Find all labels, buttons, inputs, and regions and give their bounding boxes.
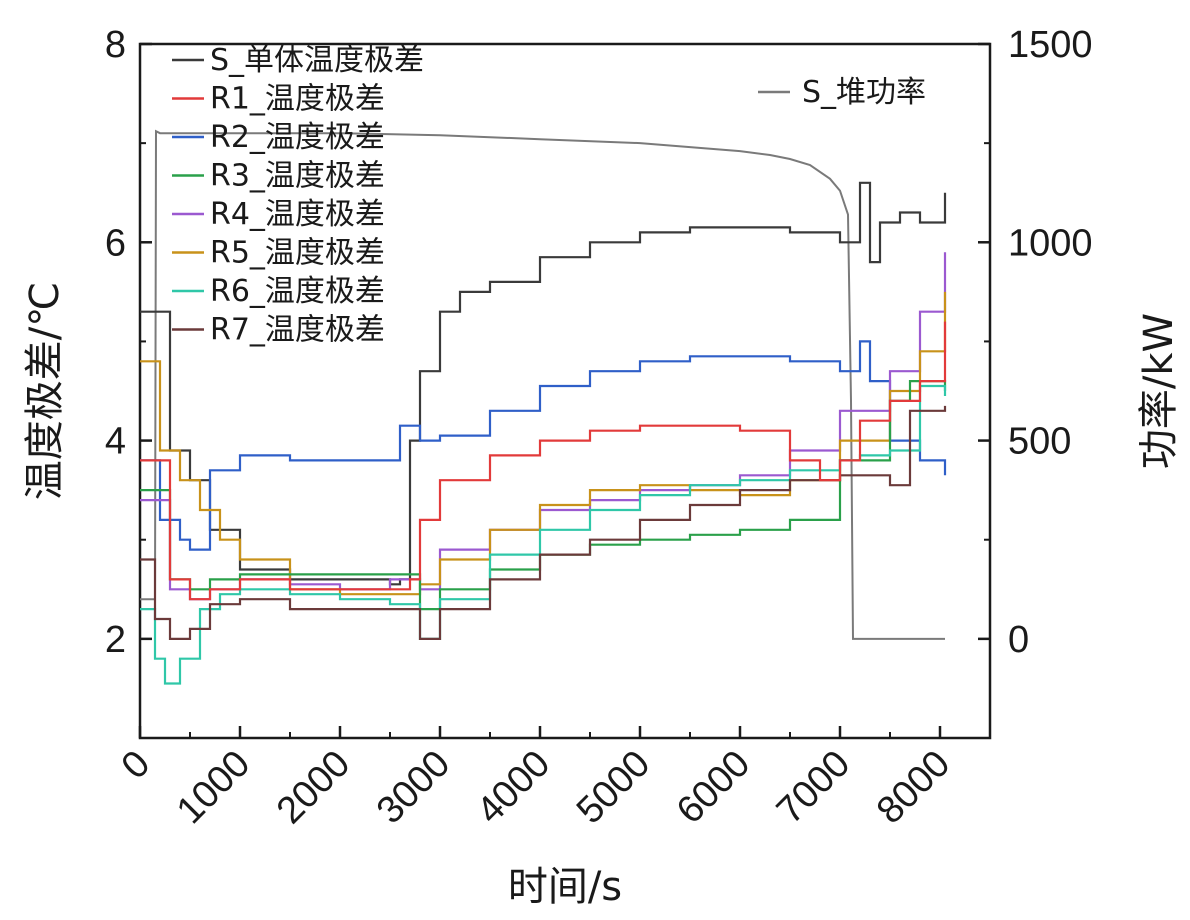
legend-label: R1_温度极差 — [210, 82, 385, 117]
x-tick-label: 1000 — [169, 743, 258, 832]
y-right-tick-label: 1000 — [1008, 222, 1093, 264]
x-tick-label: 6000 — [669, 743, 758, 832]
legend-label: R6_温度极差 — [210, 274, 385, 309]
series-layer — [140, 129, 947, 685]
legend-label: R3_温度极差 — [210, 159, 385, 194]
series-line-4 — [140, 380, 947, 611]
legend-label: S_堆功率 — [802, 75, 926, 110]
x-tick-label: 0 — [114, 743, 159, 788]
series-line-7 — [140, 384, 947, 685]
y-axis-title-right: 功率/kW — [1136, 313, 1182, 469]
y-left-tick-label: 6 — [105, 222, 126, 264]
x-tick-label: 5000 — [569, 743, 658, 832]
y-right-tick-label: 500 — [1008, 421, 1071, 463]
y-right-tick-label: 1500 — [1008, 24, 1093, 66]
plot-frame — [138, 42, 992, 740]
series-line-1 — [140, 181, 947, 586]
y-left-tick-label: 8 — [105, 24, 126, 66]
x-axis-title: 时间/s — [508, 864, 622, 910]
legend-label: R7_温度极差 — [210, 313, 385, 348]
x-tick-label: 7000 — [769, 743, 858, 832]
legend-label: R4_温度极差 — [210, 197, 385, 232]
x-tick-label: 3000 — [369, 743, 458, 832]
series-line-2 — [140, 321, 947, 601]
legend-label: R2_温度极差 — [210, 120, 385, 155]
series-line-9 — [140, 129, 945, 640]
y-right-tick-label: 0 — [1008, 619, 1029, 661]
x-tick-label: 8000 — [869, 743, 958, 832]
legend-label: S_单体温度极差 — [210, 43, 424, 78]
series-line-3 — [140, 340, 947, 551]
y-left-tick-label: 2 — [105, 619, 126, 661]
x-tick-label: 2000 — [269, 743, 358, 832]
y-left-tick-label: 4 — [105, 421, 126, 463]
legend-label: R5_温度极差 — [210, 236, 385, 271]
y-axis-title-left: 温度极差/℃ — [22, 282, 68, 500]
x-tick-label: 4000 — [469, 743, 558, 832]
